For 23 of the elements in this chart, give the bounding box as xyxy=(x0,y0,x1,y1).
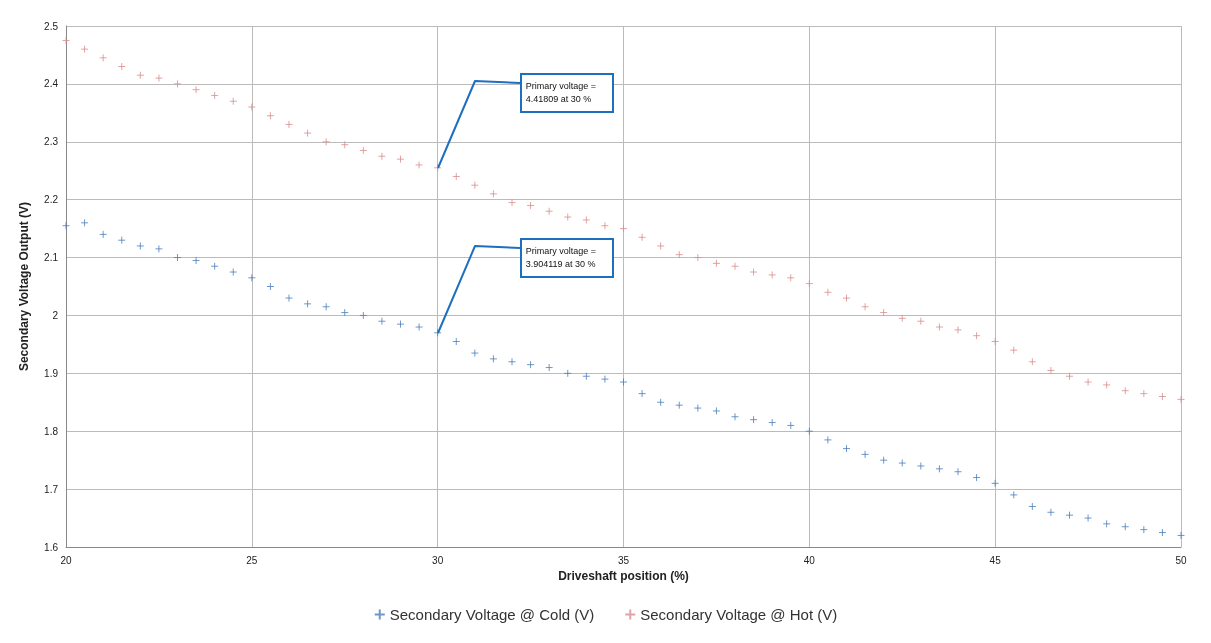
legend-label: Secondary Voltage @ Cold (V) xyxy=(389,606,595,623)
y-tick-label: 2.3 xyxy=(44,136,59,148)
y-tick-label: 1.7 xyxy=(44,483,59,495)
annotation: Primary voltage = 4.41809 at 30 % xyxy=(519,72,614,113)
x-tick-label: 35 xyxy=(617,554,630,566)
y-tick-label: 2.4 xyxy=(44,78,59,90)
y-tick-label: 1.9 xyxy=(44,367,59,379)
x-tick-label: 40 xyxy=(803,554,816,566)
x-tick-label: 20 xyxy=(60,554,72,566)
y-tick-label: 2.2 xyxy=(44,194,59,206)
y-tick-label: 1.6 xyxy=(44,541,59,553)
x-tick-label: 30 xyxy=(432,554,444,566)
x-tick-label: 50 xyxy=(1175,554,1187,566)
x-tick-label: 45 xyxy=(989,554,1002,566)
y-tick-label: 1.8 xyxy=(44,425,59,437)
y-axis-title: Secondary Voltage Output (V) xyxy=(17,201,31,372)
y-tick-label: 2.1 xyxy=(44,252,59,264)
y-tick-label: 2 xyxy=(52,309,59,321)
legend-label: Secondary Voltage @ Hot (V) xyxy=(640,606,838,623)
annotation: Primary voltage = 3.904119 at 30 % xyxy=(519,237,614,278)
x-axis-title: Driveshaft position (%) xyxy=(558,568,689,583)
x-tick-label: 25 xyxy=(246,554,258,566)
y-tick-label: 2.5 xyxy=(44,20,59,32)
